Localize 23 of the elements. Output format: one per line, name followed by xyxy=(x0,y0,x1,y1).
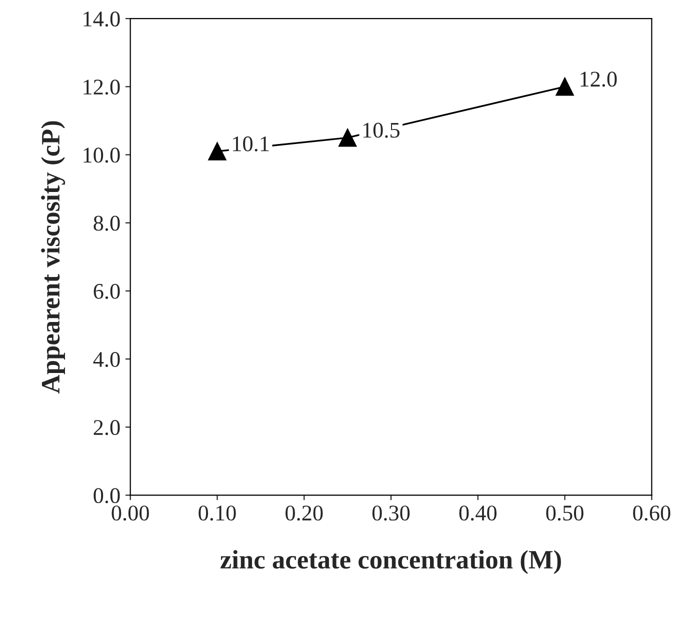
y-tick-label: 6.0 xyxy=(94,284,120,299)
point xyxy=(208,142,226,160)
y-tick-label: 14.0 xyxy=(84,12,120,27)
x-axis-title: zinc acetate concentration (M) xyxy=(220,550,561,574)
data-label: 10.1 xyxy=(233,136,269,152)
data-label: 10.5 xyxy=(363,122,400,138)
x-tick-label: 0.50 xyxy=(546,506,584,521)
x-tick-label: 0.00 xyxy=(112,506,149,521)
y-tick-label: 0.0 xyxy=(94,488,120,504)
x-tick-label: 0.60 xyxy=(633,506,670,521)
data-label: 12.0 xyxy=(580,72,617,87)
y-tick-label: 2.0 xyxy=(94,420,120,436)
y-tick-label: 8.0 xyxy=(94,216,120,231)
x-tick-label: 0.30 xyxy=(372,506,410,521)
x-tick-label: 0.20 xyxy=(286,506,323,521)
y-axis-title: Appearent viscosity (cP) xyxy=(41,121,66,394)
x-tick-label: 0.10 xyxy=(198,506,236,521)
x-tick-label: 0.40 xyxy=(459,506,497,521)
y-tick-label: 10.0 xyxy=(84,148,120,163)
point xyxy=(338,128,357,147)
y-tick-label: 12.0 xyxy=(84,80,120,95)
y-tick-label: 4.0 xyxy=(93,352,120,368)
point xyxy=(556,78,574,96)
